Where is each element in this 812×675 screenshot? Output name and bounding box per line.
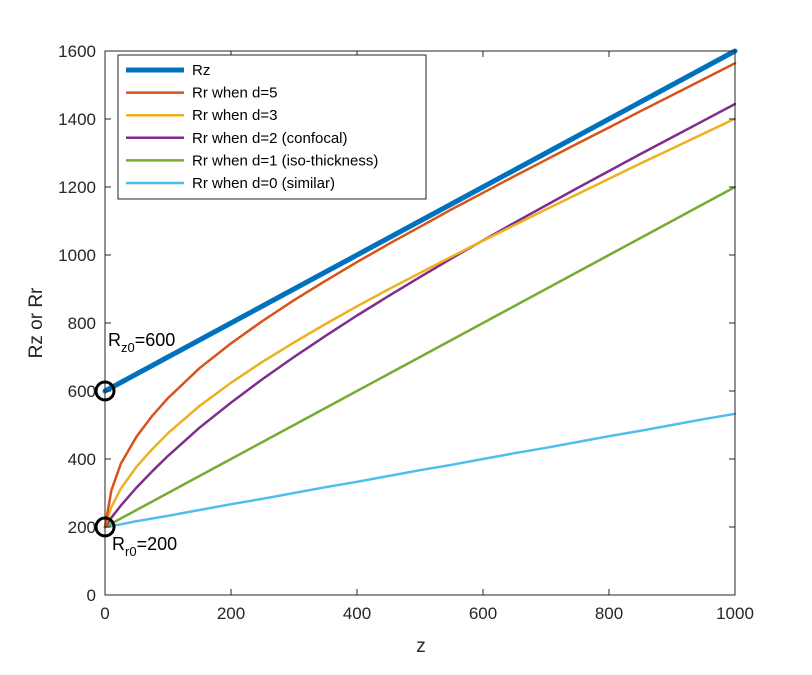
circle-marker-1 bbox=[94, 516, 116, 538]
legend-label-3: Rr when d=2 (confocal) bbox=[192, 130, 348, 147]
series-line-2 bbox=[103, 117, 737, 529]
series-line-3 bbox=[103, 102, 737, 529]
legend-box bbox=[117, 54, 427, 200]
x-tick-label: 800 bbox=[595, 604, 623, 623]
y-tick-label: 400 bbox=[68, 450, 96, 469]
series-line-0 bbox=[102, 48, 738, 394]
x-axis-label: z bbox=[416, 636, 426, 657]
legend-label-2: Rr when d=3 bbox=[192, 107, 277, 124]
x-tick-label: 200 bbox=[217, 604, 245, 623]
legend-label-0: Rz bbox=[192, 62, 210, 79]
y-tick-label: 200 bbox=[68, 518, 96, 537]
series-line-1 bbox=[103, 61, 737, 529]
series-group bbox=[102, 48, 738, 529]
axis-ticks: 0 200 400 600 800 1000 0 200 400 600 800 1000 1200 14… bbox=[58, 42, 754, 623]
x-tick-label: 1000 bbox=[716, 604, 754, 623]
y-tick-label: 1200 bbox=[58, 178, 96, 197]
circle-marker-0 bbox=[94, 380, 116, 402]
y-axis-label: Rz or Rr bbox=[26, 287, 47, 358]
y-tick-label: 600 bbox=[68, 382, 96, 401]
legend-label-5: Rr when d=0 (similar) bbox=[192, 175, 335, 192]
y-tick-label: 800 bbox=[68, 314, 96, 333]
marker-group bbox=[94, 380, 116, 538]
y-tick-label: 1400 bbox=[58, 110, 96, 129]
legend-label-4: Rr when d=1 (iso-thickness) bbox=[192, 152, 378, 169]
series-line-4 bbox=[103, 185, 737, 529]
y-tick-label: 1000 bbox=[58, 246, 96, 265]
legend: Rz Rr when d=5 Rr when d=3 Rr when d=2 (con… bbox=[117, 54, 427, 200]
series-line-5 bbox=[103, 412, 737, 529]
annotation-rr0: Rr0=200 bbox=[112, 534, 177, 559]
x-tick-label: 600 bbox=[469, 604, 497, 623]
y-tick-label: 1600 bbox=[58, 42, 96, 61]
annotation-rz0: Rz0=600 bbox=[108, 330, 175, 355]
x-tick-label: 400 bbox=[343, 604, 371, 623]
legend-label-1: Rr when d=5 bbox=[192, 85, 277, 102]
y-tick-label: 0 bbox=[87, 586, 96, 605]
x-tick-label: 0 bbox=[100, 604, 109, 623]
